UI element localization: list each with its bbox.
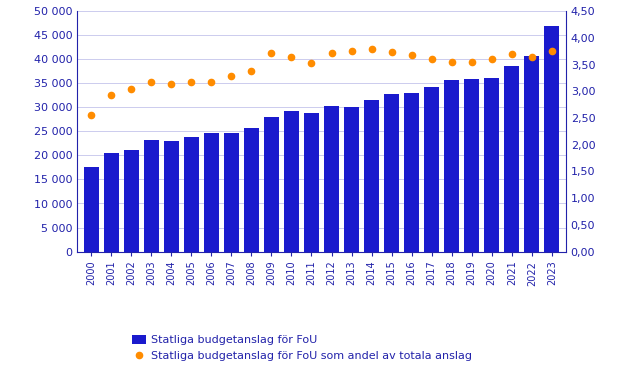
Statliga budgetanslag för FoU som andel av totala anslag bbox=[307, 61, 315, 66]
Bar bbox=[524, 56, 539, 252]
Bar bbox=[284, 111, 299, 252]
Statliga budgetanslag för FoU som andel av totala anslag bbox=[328, 51, 336, 55]
Bar bbox=[384, 94, 399, 252]
Statliga budgetanslag för FoU som andel av totala anslag bbox=[408, 53, 415, 57]
Bar bbox=[304, 112, 319, 252]
Statliga budgetanslag för FoU som andel av totala anslag bbox=[188, 80, 195, 84]
Statliga budgetanslag för FoU som andel av totala anslag bbox=[428, 57, 435, 61]
Bar bbox=[184, 137, 199, 252]
Line: Statliga budgetanslag för FoU som andel av totala anslag: Statliga budgetanslag för FoU som andel … bbox=[88, 46, 555, 118]
Statliga budgetanslag för FoU som andel av totala anslag bbox=[147, 80, 155, 84]
Bar bbox=[244, 128, 259, 252]
Statliga budgetanslag för FoU som andel av totala anslag bbox=[127, 86, 135, 91]
Statliga budgetanslag för FoU som andel av totala anslag bbox=[167, 82, 175, 87]
Legend: Statliga budgetanslag för FoU, Statliga budgetanslag för FoU som andel av totala: Statliga budgetanslag för FoU, Statliga … bbox=[129, 331, 475, 364]
Statliga budgetanslag för FoU som andel av totala anslag bbox=[548, 49, 556, 53]
Bar bbox=[344, 107, 359, 252]
Bar bbox=[504, 67, 520, 252]
Bar bbox=[444, 80, 459, 252]
Bar bbox=[484, 78, 499, 252]
Bar bbox=[104, 152, 119, 252]
Bar bbox=[144, 141, 159, 252]
Bar bbox=[464, 79, 479, 252]
Bar bbox=[264, 117, 279, 252]
Statliga budgetanslag för FoU som andel av totala anslag bbox=[208, 80, 215, 84]
Statliga budgetanslag för FoU som andel av totala anslag bbox=[248, 69, 255, 73]
Statliga budgetanslag för FoU som andel av totala anslag bbox=[107, 93, 115, 97]
Statliga budgetanslag för FoU som andel av totala anslag bbox=[508, 52, 516, 56]
Bar bbox=[324, 106, 339, 252]
Bar bbox=[404, 93, 419, 252]
Bar bbox=[224, 133, 239, 252]
Statliga budgetanslag för FoU som andel av totala anslag bbox=[228, 74, 235, 78]
Statliga budgetanslag för FoU som andel av totala anslag bbox=[267, 51, 275, 55]
Statliga budgetanslag för FoU som andel av totala anslag bbox=[528, 54, 536, 59]
Statliga budgetanslag för FoU som andel av totala anslag bbox=[368, 46, 376, 51]
Statliga budgetanslag för FoU som andel av totala anslag bbox=[287, 54, 295, 59]
Bar bbox=[204, 133, 219, 252]
Statliga budgetanslag för FoU som andel av totala anslag bbox=[468, 60, 476, 64]
Statliga budgetanslag för FoU som andel av totala anslag bbox=[488, 57, 496, 61]
Bar bbox=[164, 141, 179, 252]
Statliga budgetanslag för FoU som andel av totala anslag bbox=[388, 50, 395, 54]
Statliga budgetanslag för FoU som andel av totala anslag bbox=[87, 113, 95, 118]
Statliga budgetanslag för FoU som andel av totala anslag bbox=[348, 49, 356, 53]
Bar bbox=[364, 100, 379, 252]
Statliga budgetanslag för FoU som andel av totala anslag bbox=[448, 60, 455, 64]
Bar bbox=[123, 150, 139, 252]
Bar bbox=[424, 87, 439, 252]
Bar bbox=[545, 26, 559, 252]
Bar bbox=[84, 167, 98, 252]
